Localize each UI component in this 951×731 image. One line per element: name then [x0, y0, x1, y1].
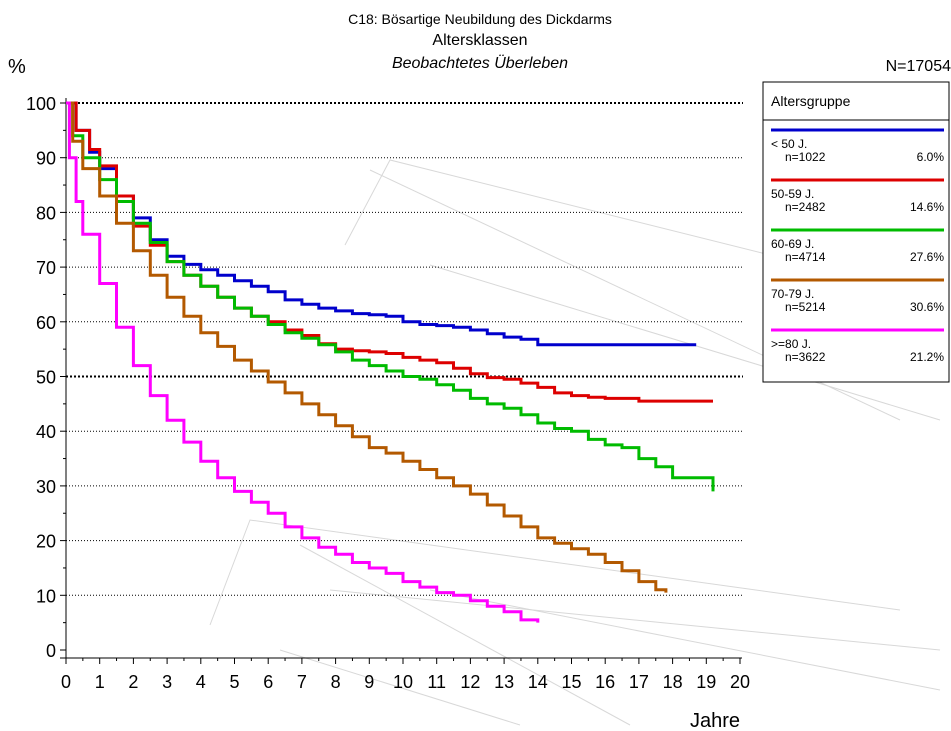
y-tick-label-80: 80: [36, 203, 56, 223]
series-line-5: [66, 101, 540, 623]
axes: [60, 98, 742, 659]
legend-label-4: 70-79 J.: [771, 287, 814, 301]
legend-label-2: 50-59 J.: [771, 187, 814, 201]
x-tick-label-14: 14: [528, 672, 548, 692]
x-tick-label-1: 1: [95, 672, 105, 692]
x-tick-label-7: 7: [297, 672, 307, 692]
series-line-3: [66, 101, 715, 492]
legend-percent-4: 30.6%: [910, 300, 944, 314]
chart-title: C18: Bösartige Neubildung des Dickdarms: [348, 11, 612, 27]
legend-percent-5: 21.2%: [910, 350, 944, 364]
legend-label-3: 60-69 J.: [771, 237, 814, 251]
x-tick-label-15: 15: [561, 672, 581, 692]
series-line-1: [66, 101, 697, 347]
x-tick-label-5: 5: [229, 672, 239, 692]
x-tick-label-18: 18: [663, 672, 683, 692]
legend-label-5: >=80 J.: [771, 337, 811, 351]
y-tick-label-40: 40: [36, 422, 56, 442]
x-tick-label-17: 17: [629, 672, 649, 692]
legend-percent-3: 27.6%: [910, 250, 944, 264]
chart-subtitle: Altersklassen: [432, 32, 527, 49]
x-tick-label-11: 11: [427, 672, 446, 692]
grid-lines: [66, 102, 743, 596]
legend-title: Altersgruppe: [771, 93, 851, 109]
legend-count-3: n=4714: [785, 250, 826, 264]
x-tick-labels: 0 1 2 3 4 5 6 7 8 9 10 11 12 13 14 15 16 17 18 19 20: [61, 658, 750, 692]
y-tick-label-60: 60: [36, 313, 56, 333]
x-tick-label-9: 9: [364, 672, 374, 692]
legend-count-1: n=1022: [785, 150, 826, 164]
y-tick-label-50: 50: [36, 368, 56, 388]
legend-count-5: n=3622: [785, 350, 826, 364]
y-tick-label-10: 10: [36, 586, 56, 606]
y-tick-labels: 0 10 20 30 40 50 60 70 80 90 100: [26, 94, 66, 661]
x-tick-label-0: 0: [61, 672, 71, 692]
legend-percent-2: 14.6%: [910, 200, 944, 214]
y-tick-label-20: 20: [36, 532, 56, 552]
chart-subtitle-italic: Beobachtetes Überleben: [392, 54, 568, 72]
x-tick-label-4: 4: [196, 672, 206, 692]
x-tick-label-13: 13: [494, 672, 514, 692]
series-lines: [66, 101, 715, 623]
y-tick-label-30: 30: [36, 477, 56, 497]
total-count-label: N=17054: [886, 58, 951, 75]
watermark: [209, 159, 941, 726]
legend-count-4: n=5214: [785, 300, 826, 314]
y-tick-label-100: 100: [26, 94, 56, 114]
x-tick-label-6: 6: [263, 672, 273, 692]
x-tick-label-12: 12: [460, 672, 480, 692]
series-line-4: [66, 101, 668, 593]
x-tick-label-2: 2: [128, 672, 138, 692]
x-tick-label-16: 16: [595, 672, 615, 692]
x-tick-label-3: 3: [162, 672, 172, 692]
x-tick-label-10: 10: [393, 672, 413, 692]
x-tick-label-20: 20: [730, 672, 750, 692]
legend: Altersgruppe < 50 J.n=1022 6.0%50-59 J.n=…: [762, 81, 950, 383]
series-line-2: [66, 101, 713, 403]
legend-count-2: n=2482: [785, 200, 826, 214]
legend-frame: [762, 81, 950, 383]
y-tick-label-70: 70: [36, 258, 56, 278]
y-axis-label: %: [8, 56, 26, 78]
x-axis-label: Jahre: [690, 710, 740, 731]
x-tick-label-19: 19: [696, 672, 716, 692]
legend-percent-1: 6.0%: [917, 150, 945, 164]
x-tick-label-8: 8: [331, 672, 341, 692]
y-tick-label-0: 0: [46, 641, 56, 661]
legend-label-1: < 50 J.: [771, 137, 807, 151]
y-tick-label-90: 90: [36, 149, 56, 169]
